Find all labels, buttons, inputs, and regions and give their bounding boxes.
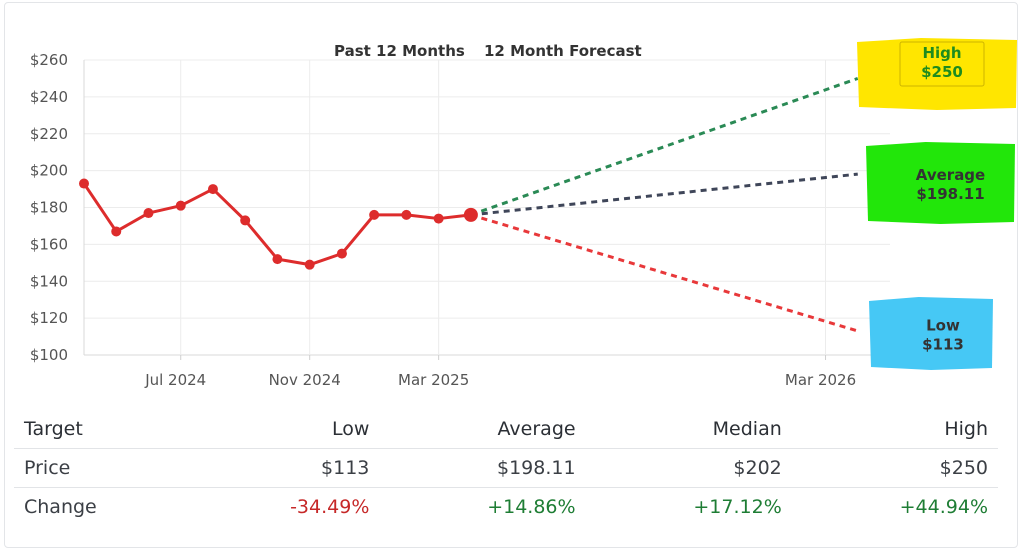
y-tick-label: $260 (30, 51, 68, 69)
forecast-line-low (470, 213, 859, 333)
y-tick-label: $180 (30, 199, 68, 217)
header-median: Median (585, 410, 792, 449)
header-average: Average (379, 410, 586, 449)
data-point (304, 259, 315, 270)
forecast-label-average: Average (916, 166, 985, 184)
data-point (143, 208, 154, 219)
past-series-line (82, 182, 472, 267)
forecast-box-high (857, 38, 1017, 110)
price-target-table: Target Low Average Median High Price $11… (14, 410, 998, 526)
row-label-price: Price (14, 448, 191, 488)
data-point (336, 248, 347, 259)
price-high: $250 (791, 448, 998, 488)
x-tick-label: Mar 2025 (398, 371, 469, 389)
forecast-line-average (470, 172, 858, 217)
y-tick-label: $100 (30, 346, 68, 364)
header-high: High (791, 410, 998, 449)
forecast-label-low: Low (926, 317, 960, 335)
x-tick-label: Mar 2026 (785, 371, 856, 389)
legend-past-12-months[interactable]: Past 12 Months (334, 42, 465, 60)
data-point (111, 226, 122, 237)
data-point (272, 254, 283, 265)
header-target: Target (14, 410, 191, 449)
price-low: $113 (190, 448, 380, 488)
table-row-change: Change -34.49% +14.86% +17.12% +44.94% (14, 488, 998, 527)
data-point (369, 209, 380, 220)
legend-12-month-forecast[interactable]: 12 Month Forecast (484, 42, 642, 60)
forecast-box-low (869, 297, 993, 370)
forecast-label-high: High (922, 44, 961, 62)
data-point (79, 178, 89, 189)
change-high: +44.94% (899, 496, 988, 518)
y-tick-label: $160 (30, 235, 68, 253)
price-forecast-chart: $100 $120 $140 $160 $180 $200 $220 $240 $260 Jul… (30, 38, 1017, 389)
change-median: +17.12% (693, 496, 782, 518)
y-tick-label: $220 (30, 125, 68, 143)
x-tick-label: Jul 2024 (144, 371, 206, 389)
forecast-line-high (470, 77, 859, 217)
forecast-inner-box-high (899, 41, 985, 87)
y-tick-label: $140 (30, 272, 68, 290)
forecast-value-average: $198.11 (916, 185, 984, 203)
price-median: $202 (585, 448, 792, 488)
y-tick-label: $240 (30, 88, 68, 106)
header-low: Low (190, 410, 380, 449)
forecast-box-average (866, 142, 1015, 224)
data-point (240, 215, 251, 226)
change-low: -34.49% (290, 496, 370, 518)
change-average: +14.86% (487, 496, 576, 518)
data-point (401, 209, 412, 220)
data-point (463, 207, 478, 222)
x-tick-label: Nov 2024 (269, 371, 341, 389)
data-point (207, 184, 218, 195)
data-point (433, 213, 444, 224)
y-tick-label: $200 (30, 162, 68, 180)
forecast-value-low: $113 (922, 336, 964, 354)
table-row-price: Price $113 $198.11 $202 $250 (14, 448, 998, 488)
price-average: $198.11 (379, 448, 586, 488)
table-header-row: Target Low Average Median High (14, 410, 998, 449)
data-point (175, 200, 186, 211)
row-label-change: Change (24, 496, 97, 518)
y-tick-label: $120 (30, 309, 68, 327)
forecast-value-high: $250 (921, 63, 963, 81)
